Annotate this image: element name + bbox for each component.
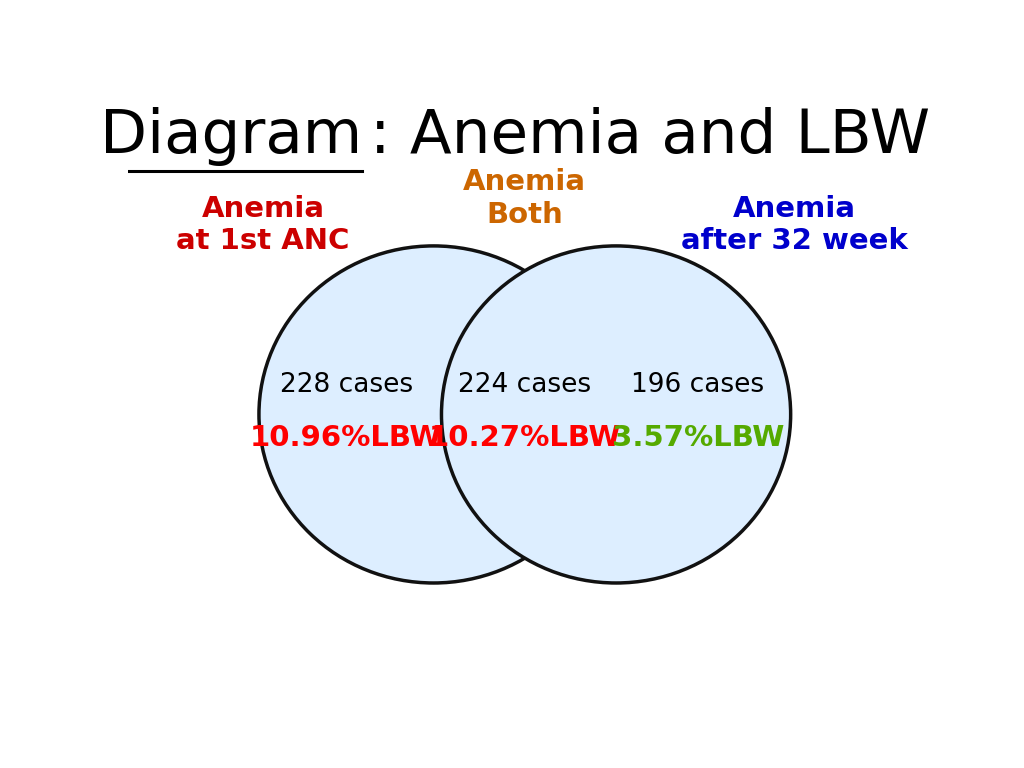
Text: 196 cases: 196 cases: [631, 372, 764, 398]
Text: 10.96%LBW: 10.96%LBW: [250, 424, 442, 452]
Text: 224 cases: 224 cases: [458, 372, 592, 398]
Ellipse shape: [441, 246, 791, 583]
Text: 228 cases: 228 cases: [280, 372, 413, 398]
Ellipse shape: [259, 246, 608, 583]
Text: Anemia
at 1st ANC: Anemia at 1st ANC: [176, 195, 349, 256]
Text: Anemia
after 32 week: Anemia after 32 week: [681, 195, 908, 256]
Text: 3.57%LBW: 3.57%LBW: [611, 424, 784, 452]
Text: Diagram: Diagram: [100, 107, 362, 166]
Text: : Anemia and LBW: : Anemia and LBW: [370, 107, 930, 166]
Text: 10.27%LBW: 10.27%LBW: [429, 424, 621, 452]
Text: Anemia
Both: Anemia Both: [463, 168, 587, 229]
